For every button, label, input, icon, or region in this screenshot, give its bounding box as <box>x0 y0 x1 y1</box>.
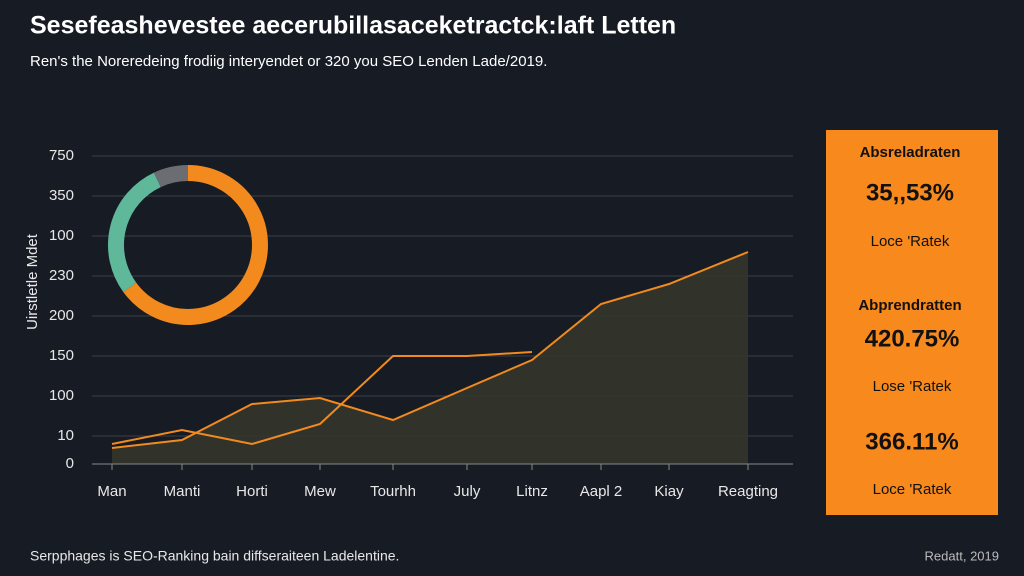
x-tick-label: Manti <box>164 483 201 500</box>
y-tick-label: 750 <box>49 147 74 164</box>
y-tick-label: 150 <box>49 347 74 364</box>
footer-date: Redatt, 2019 <box>925 548 999 563</box>
donut-segment <box>123 165 268 325</box>
kpi-value: 35,,53% <box>866 179 954 206</box>
y-tick-label: 100 <box>49 227 74 244</box>
kpi-note: Loce 'Ratek <box>873 481 952 498</box>
x-tick-label: Horti <box>236 483 268 500</box>
y-tick-label: 100 <box>49 387 74 404</box>
x-tick-label: Man <box>97 483 126 500</box>
x-tick-label: Mew <box>304 483 336 500</box>
kpi-title: Abprendratten <box>858 297 961 314</box>
x-tick-label: Reagting <box>718 483 778 500</box>
footer-note: Serpphages is SEO-Ranking bain diffserai… <box>30 548 399 564</box>
kpi-panel <box>826 130 998 515</box>
donut-segment <box>108 172 161 293</box>
area <box>112 252 748 464</box>
y-tick-label: 230 <box>49 267 74 284</box>
kpi-title: Absreladraten <box>860 144 961 161</box>
x-tick-label: Aapl 2 <box>580 483 623 500</box>
y-axis-label: Uirstletle Mdet <box>24 233 41 330</box>
x-tick-label: Tourhh <box>370 483 416 500</box>
title: Sesefeashevestee aecerubillasaceketractc… <box>30 12 676 40</box>
y-tick-label: 350 <box>49 187 74 204</box>
kpi-value: 366.11% <box>865 428 958 455</box>
subtitle: Ren's the Noreredeing frodiig interyende… <box>30 53 547 70</box>
x-tick-label: July <box>454 483 481 500</box>
x-tick-label: Litnz <box>516 483 548 500</box>
line <box>111 351 533 446</box>
kpi-note: Loce 'Ratek <box>871 233 950 250</box>
y-tick-label: 0 <box>66 455 74 472</box>
kpi-note: Lose 'Ratek <box>873 378 952 395</box>
donut-segment <box>153 165 189 188</box>
y-tick-label: 200 <box>49 307 74 324</box>
kpi-value: 420.75% <box>865 325 960 352</box>
x-tick-label: Kiay <box>654 483 684 500</box>
y-tick-label: 10 <box>57 427 74 444</box>
line <box>111 251 749 449</box>
